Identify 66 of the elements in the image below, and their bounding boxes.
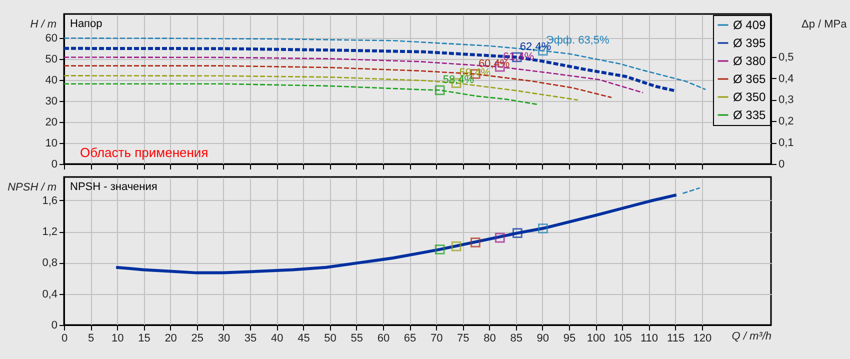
y-tick-label: 1,2 (42, 226, 58, 238)
x-tick-label: 65 (404, 332, 416, 344)
x-tick-label: 85 (510, 332, 522, 344)
legend-label: Ø 335 (733, 108, 766, 122)
y2-tick-label: 0,4 (778, 72, 794, 85)
point (494, 232, 505, 243)
x-tick-label: 50 (324, 332, 336, 344)
line-series (114, 193, 678, 274)
x-tick-label: 45 (298, 332, 310, 344)
x-tick-label: 90 (536, 332, 550, 344)
x-tick-label: 80 (484, 332, 496, 344)
line-series (63, 83, 540, 106)
legend-label: Ø 409 (733, 18, 766, 32)
y2-tick-label: 0 (778, 158, 785, 170)
y-tick-label: 30 (45, 96, 58, 108)
x-tick-label: 120 (693, 332, 712, 344)
point (470, 238, 480, 248)
y-tick-label: 40 (45, 74, 58, 87)
x-tick-label: 75 (457, 332, 470, 344)
y-tick-label: 0 (51, 158, 58, 170)
y-tick-label: 0,8 (42, 257, 58, 270)
annotation: NPSH - значения (70, 181, 158, 193)
x-tick-label: 115 (667, 332, 685, 344)
annotation: Напор (70, 18, 102, 30)
point (434, 85, 445, 96)
y-axis-title: NPSH / m (8, 182, 56, 194)
y-axis-title: H / m (30, 18, 56, 30)
legend-label: Ø 365 (733, 72, 766, 86)
x-tick-label: 60 (377, 332, 390, 344)
y2-tick-label: 0,3 (778, 94, 794, 106)
y-tick-label: 1,6 (42, 194, 58, 207)
x-tick-label: 95 (563, 332, 576, 344)
y-tick-label: 20 (45, 116, 58, 129)
x-tick-label: 105 (613, 332, 632, 344)
y-tick-label: 0 (51, 320, 58, 332)
point (538, 223, 548, 234)
y2-tick-label: 0,2 (778, 116, 794, 128)
legend-label: Ø 380 (733, 54, 766, 68)
x-tick-label: 30 (218, 332, 230, 344)
y-tick-label: 60 (45, 32, 58, 45)
x-tick-label: 40 (271, 332, 284, 344)
x-tick-label: 100 (586, 332, 606, 344)
x-axis-title: Q / m³/h (732, 330, 772, 342)
x-tick-label: 5 (88, 332, 94, 344)
x-tick-label: 20 (164, 332, 177, 344)
y-tick-label: 10 (45, 138, 58, 150)
point (434, 244, 445, 254)
y2-tick-label: 0,5 (778, 51, 794, 64)
line-series (63, 37, 706, 90)
x-tick-label: 15 (138, 332, 150, 344)
point (512, 228, 522, 238)
y2-axis-title: Δp / MPa (802, 18, 848, 30)
x-tick-label: 0 (61, 332, 68, 344)
point (451, 241, 462, 252)
legend-label: Ø 395 (733, 36, 766, 50)
x-tick-label: 55 (350, 332, 363, 344)
x-tick-label: 10 (112, 332, 124, 344)
legend-label: Ø 350 (733, 90, 766, 104)
y-tick-label: 0,4 (42, 288, 58, 300)
x-tick-label: 35 (244, 332, 257, 344)
x-tick-label: 110 (640, 332, 658, 344)
annotation: Область применения (80, 145, 208, 160)
y-tick-label: 50 (45, 54, 58, 66)
x-tick-label: 70 (430, 332, 443, 344)
x-tick-label: 25 (191, 332, 204, 344)
y2-tick-label: 0,1 (778, 137, 794, 150)
